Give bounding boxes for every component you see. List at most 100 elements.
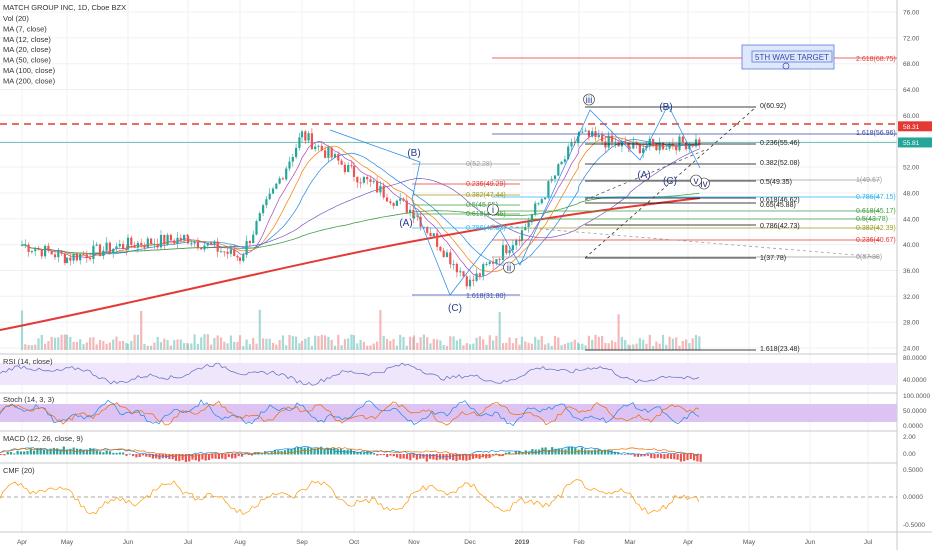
fib-left-label: 0.236(49.29) — [466, 181, 506, 188]
macd-histogram-bar — [521, 452, 524, 455]
candle-body — [614, 141, 617, 143]
volume-bar — [163, 338, 166, 350]
ma-20-line — [21, 139, 700, 266]
volume-bar — [156, 336, 159, 350]
rsi-tick-label: 40.0000 — [903, 377, 927, 384]
time-tick-label: Jun — [805, 539, 816, 546]
fib-upper-label: 1.618(23.48) — [760, 346, 800, 353]
target-label: 5TH WAVE TARGET — [755, 53, 829, 62]
macd-histogram-bar — [442, 454, 445, 460]
volume-bar — [262, 338, 265, 350]
volume-bar — [478, 336, 481, 350]
volume-bar — [92, 337, 95, 350]
candle-body — [34, 249, 37, 252]
volume-bar — [57, 337, 60, 350]
candle-body — [105, 242, 108, 251]
wave-label: iii — [586, 95, 593, 106]
macd-histogram-bar — [518, 450, 521, 455]
candle-body — [459, 271, 462, 273]
volume-bar — [675, 337, 678, 350]
macd-histogram-bar — [151, 454, 154, 459]
volume-bar — [550, 345, 553, 350]
candle-body — [146, 238, 149, 248]
macd-histogram-bar — [458, 454, 461, 460]
macd-histogram-bar — [561, 449, 564, 455]
fib-upper-levels — [492, 106, 897, 351]
target-arrow-icon — [782, 62, 790, 70]
candle-body — [37, 249, 40, 251]
volume-bar — [449, 336, 452, 350]
volume-bar — [627, 344, 630, 350]
candle-body — [118, 243, 121, 247]
fib-upper-label: 0.786(42.73) — [760, 223, 800, 230]
macd-histogram-bar — [617, 452, 620, 455]
macd-histogram-bar — [250, 454, 253, 456]
volume-bar — [72, 341, 75, 350]
candle-body — [173, 240, 176, 244]
volume-bar — [642, 339, 645, 350]
price-tick-label: 24.00 — [903, 346, 920, 353]
candle-body — [216, 241, 219, 252]
volume-bar — [213, 337, 216, 350]
volume-bar — [563, 343, 566, 350]
candle-body — [75, 253, 78, 261]
volume-bar — [399, 334, 402, 350]
volume-bar — [439, 340, 442, 350]
macd-histogram-bar — [115, 452, 118, 455]
volume-bar — [382, 335, 385, 350]
macd-histogram-bar — [455, 454, 458, 462]
candle-body — [57, 251, 60, 258]
wave-label: ii — [507, 263, 511, 274]
volume-bar — [678, 345, 681, 350]
macd-histogram-bar — [386, 454, 389, 458]
volume-bar — [89, 337, 92, 350]
volume-bar — [347, 338, 350, 350]
candle-body — [452, 263, 455, 265]
macd-histogram-bar — [303, 447, 306, 455]
volume-bar — [581, 343, 584, 350]
macd-histogram-bar — [260, 452, 263, 455]
time-tick-label: Jun — [123, 539, 134, 546]
time-tick-label: Oct — [349, 539, 359, 546]
volume-bar — [37, 338, 40, 350]
volume-bar — [176, 339, 179, 350]
volume-bar — [82, 344, 85, 350]
macd-histogram-bar — [141, 454, 145, 456]
legend-item: MA (20, close) — [3, 45, 51, 54]
macd-histogram-bar — [574, 448, 577, 455]
rsi-line — [0, 362, 700, 386]
volume-bar — [295, 336, 298, 350]
macd-histogram-bar — [686, 454, 689, 461]
macd-histogram-bar — [221, 454, 224, 459]
candle-body — [333, 154, 337, 158]
macd-histogram-bar — [105, 450, 108, 455]
volume-bar — [275, 344, 278, 350]
volume-bar — [356, 343, 359, 350]
candle-body — [511, 245, 514, 251]
macd-histogram-bar — [471, 454, 475, 459]
candle-body — [304, 131, 307, 141]
volume-bar — [422, 334, 425, 350]
volume-bar — [681, 341, 684, 350]
macd-histogram-bar — [452, 454, 455, 461]
candle-body — [163, 235, 166, 245]
macd-histogram-bar — [488, 454, 491, 458]
candle-body — [324, 150, 327, 158]
candle-body — [389, 201, 392, 203]
macd-histogram-bar — [26, 451, 29, 455]
macd-histogram-bar — [409, 454, 412, 461]
fib-upper-label: 1(37.78) — [760, 255, 786, 262]
macd-histogram-bar — [495, 453, 498, 455]
volume-bar — [632, 344, 635, 350]
time-tick-label: Aug — [234, 539, 246, 546]
volume-bar — [475, 337, 478, 350]
macd-histogram-bar — [3, 454, 6, 456]
candle-body — [186, 234, 189, 237]
volume-bar — [65, 334, 69, 350]
volume-bar — [340, 345, 343, 350]
candle-body — [169, 234, 172, 241]
volume-bar — [288, 334, 291, 350]
macd-histogram-bar — [0, 454, 3, 455]
volume-bar — [405, 345, 408, 350]
macd-histogram-bar — [554, 448, 557, 455]
